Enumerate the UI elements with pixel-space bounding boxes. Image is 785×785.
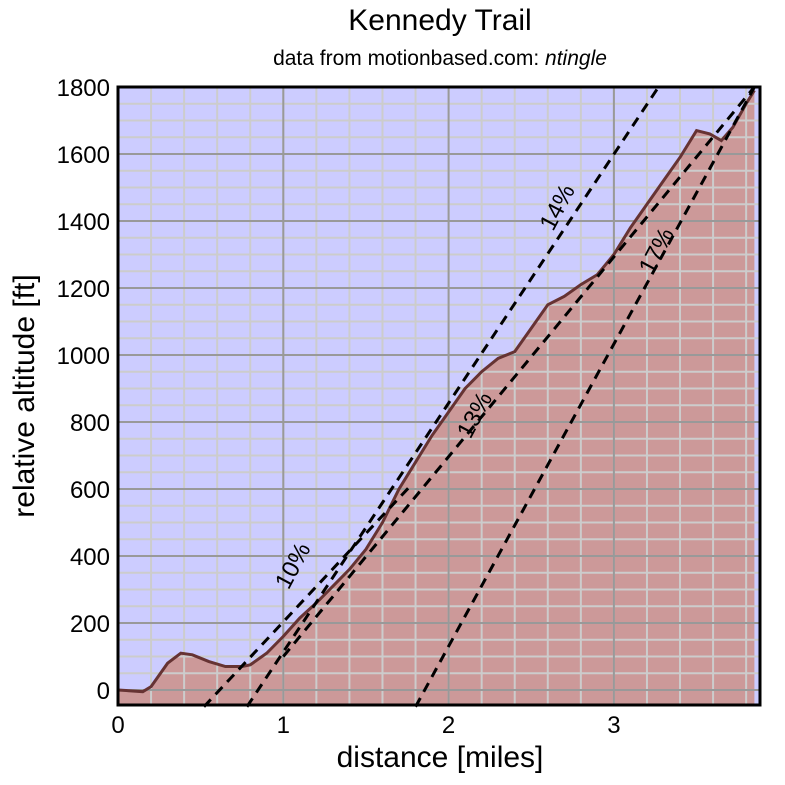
x-tick-label: 1 [277, 712, 290, 739]
x-tick-label: 3 [607, 712, 620, 739]
grade-line [282, 86, 756, 658]
y-tick-label: 1600 [57, 142, 110, 169]
x-axis-ticks: 0 1 2 3 [111, 712, 620, 739]
elevation-profile-line [117, 89, 756, 694]
grade-line [245, 86, 660, 708]
x-axis-label: distance [miles] [337, 741, 544, 774]
y-axis-label: relative altitude [ft] [8, 274, 41, 517]
y-tick-label: 600 [70, 477, 110, 504]
y-tick-label: 1000 [57, 343, 110, 370]
major-gridlines [118, 87, 760, 705]
y-axis-ticks: 0 200 400 600 800 1000 1200 1400 1600 1800 [57, 75, 110, 705]
y-tick-label: 1200 [57, 276, 110, 303]
y-tick-label: 800 [70, 410, 110, 437]
y-tick-label: 0 [97, 678, 110, 705]
x-tick-label: 2 [442, 712, 455, 739]
plot-frame [116, 85, 762, 707]
ground-fill [118, 90, 755, 706]
grade-lines [202, 86, 756, 708]
y-tick-label: 1800 [57, 75, 110, 102]
chart-subtitle: data from motionbased.com: ntingle [273, 47, 607, 70]
x-tick-label: 0 [111, 712, 124, 739]
plot-area: 10%14%13%17% [116, 85, 762, 708]
chart-title: Kennedy Trail [348, 4, 531, 37]
y-tick-label: 200 [70, 611, 110, 638]
y-tick-label: 400 [70, 544, 110, 571]
y-tick-label: 1400 [57, 209, 110, 236]
